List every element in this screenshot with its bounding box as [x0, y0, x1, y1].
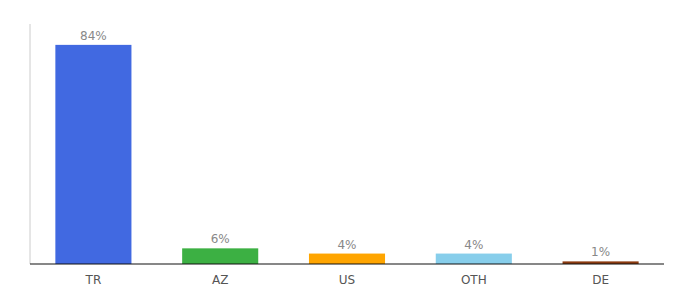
x-tick-label: US: [339, 273, 355, 287]
x-tick-label: DE: [592, 273, 609, 287]
chart-container: 84% 6% 4% 4% 1% TR AZ US OTH DE: [0, 0, 680, 300]
data-label: 4%: [464, 238, 483, 252]
x-axis-line: [30, 263, 664, 264]
bars: [55, 45, 638, 264]
x-tick-label: AZ: [212, 273, 228, 287]
bar: [309, 254, 385, 264]
y-axis-line: [30, 24, 31, 264]
bar: [182, 248, 258, 264]
data-label: 1%: [591, 245, 610, 259]
chart: 84% 6% 4% 4% 1% TR AZ US OTH DE: [0, 0, 680, 300]
data-label: 4%: [337, 238, 356, 252]
bar: [55, 45, 131, 264]
x-tick-label: TR: [85, 273, 102, 287]
x-tick-label: OTH: [461, 273, 487, 287]
data-label: 6%: [211, 232, 230, 246]
bar: [436, 254, 512, 264]
data-label: 84%: [80, 29, 107, 43]
